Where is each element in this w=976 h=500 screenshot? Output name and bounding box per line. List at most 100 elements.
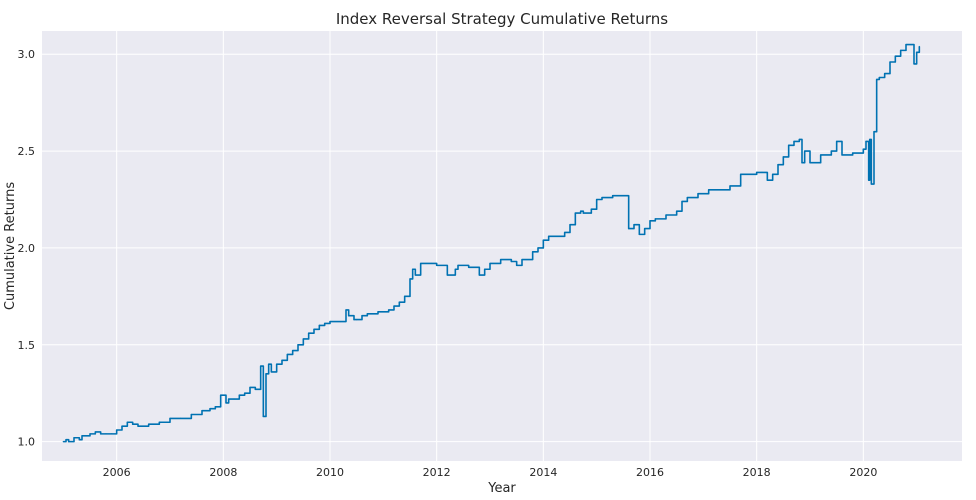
y-axis-ticks: 1.0 1.5 2.0 2.5 3.0 xyxy=(18,48,36,448)
data-point xyxy=(348,315,350,317)
data-point xyxy=(489,262,491,265)
data-point xyxy=(105,433,107,435)
data-point xyxy=(500,258,502,261)
data-point xyxy=(681,200,683,203)
y-tick-label: 1.0 xyxy=(18,436,36,449)
data-point xyxy=(862,148,864,150)
data-point xyxy=(214,406,216,408)
data-point xyxy=(62,441,64,443)
data-point xyxy=(244,392,246,394)
data-point xyxy=(281,359,283,361)
data-point xyxy=(612,195,614,197)
data-point xyxy=(761,171,763,173)
data-point xyxy=(918,45,920,48)
data-point xyxy=(260,365,262,367)
data-point xyxy=(297,344,299,346)
data-point xyxy=(830,150,832,152)
data-point xyxy=(126,421,128,423)
data-point xyxy=(238,394,240,396)
data-point xyxy=(569,224,571,226)
data-point xyxy=(628,227,630,230)
data-point xyxy=(889,61,891,63)
data-point xyxy=(457,264,459,266)
data-point xyxy=(601,196,603,199)
data-point xyxy=(318,324,320,327)
data-point xyxy=(878,76,880,79)
data-point xyxy=(366,313,368,315)
data-point xyxy=(798,138,800,141)
data-point xyxy=(740,173,742,175)
y-tick-label: 2.5 xyxy=(18,145,36,158)
data-point xyxy=(622,195,624,197)
x-axis-title: Year xyxy=(487,481,516,496)
data-point xyxy=(788,144,790,146)
data-point xyxy=(665,214,667,216)
data-point xyxy=(409,278,411,280)
data-point xyxy=(809,162,811,164)
data-point xyxy=(404,295,406,297)
data-point xyxy=(574,212,576,214)
data-point xyxy=(454,268,456,270)
data-point xyxy=(654,218,656,220)
data-point xyxy=(142,425,144,427)
data-point xyxy=(865,140,867,143)
data-point xyxy=(686,196,688,199)
data-point xyxy=(548,235,550,237)
data-point xyxy=(542,239,544,241)
x-tick-label: 2014 xyxy=(529,466,557,479)
data-point xyxy=(510,260,512,263)
data-point xyxy=(900,49,902,51)
data-point xyxy=(81,435,83,437)
data-point xyxy=(777,164,779,166)
data-point xyxy=(553,235,555,237)
data-point xyxy=(841,154,843,156)
data-point xyxy=(132,423,134,425)
data-point xyxy=(649,220,651,222)
data-point xyxy=(729,185,731,187)
data-point xyxy=(169,417,171,419)
data-point xyxy=(190,413,192,416)
data-point xyxy=(225,402,227,404)
data-point xyxy=(414,274,416,276)
data-point xyxy=(89,433,91,435)
data-point xyxy=(638,233,640,235)
data-point xyxy=(836,140,838,143)
data-point xyxy=(905,43,907,46)
data-point xyxy=(68,441,70,443)
data-point xyxy=(324,322,326,325)
data-point xyxy=(78,439,80,441)
data-point xyxy=(276,363,278,365)
data-point xyxy=(633,224,635,226)
data-point xyxy=(782,156,784,158)
data-point xyxy=(340,320,342,323)
data-point xyxy=(249,386,251,388)
data-point xyxy=(644,227,646,230)
data-point xyxy=(468,266,470,268)
data-point xyxy=(772,173,774,175)
x-tick-label: 2016 xyxy=(636,466,664,479)
data-point xyxy=(110,433,112,435)
data-point xyxy=(430,262,432,265)
data-point xyxy=(201,410,203,412)
data-point xyxy=(286,353,288,356)
data-point xyxy=(910,43,912,46)
data-point xyxy=(393,305,395,307)
data-point xyxy=(345,309,347,311)
data-point xyxy=(894,55,896,57)
data-point xyxy=(884,73,886,75)
data-point xyxy=(233,398,235,400)
data-point xyxy=(148,423,150,425)
data-point xyxy=(708,189,710,191)
data-point xyxy=(137,425,139,427)
data-point xyxy=(582,212,584,214)
y-tick-label: 1.5 xyxy=(18,339,36,352)
data-point xyxy=(425,262,427,265)
x-tick-label: 2012 xyxy=(423,466,451,479)
data-point xyxy=(220,394,222,396)
data-point xyxy=(820,154,822,156)
data-point xyxy=(377,311,379,313)
data-point xyxy=(356,319,358,321)
x-tick-label: 2020 xyxy=(849,466,877,479)
data-point xyxy=(94,431,96,433)
series-group xyxy=(62,43,921,443)
